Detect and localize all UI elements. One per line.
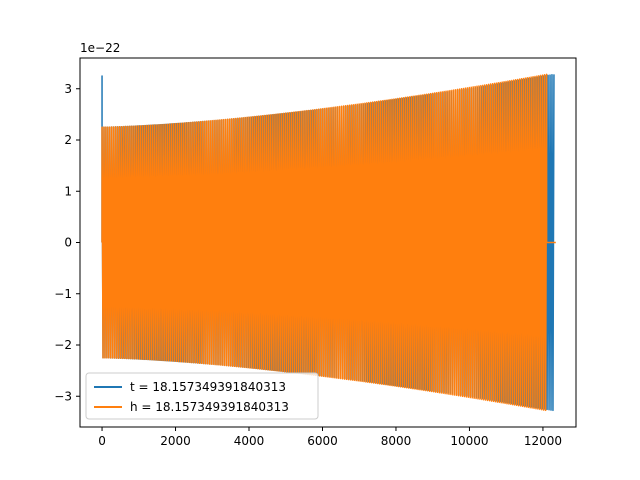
x-tick-label: 8000 [381,434,412,448]
y-tick-label: 3 [64,82,72,96]
y-axis: −3 −2 −1 0 1 2 3 [54,82,80,403]
y-tick-label: 0 [64,236,72,250]
y-tick-label: −3 [54,389,72,403]
y-tick-label: 2 [64,133,72,147]
x-tick-label: 4000 [234,434,265,448]
y-tick-label: 1 [64,184,72,198]
legend-label-0: t = 18.157349391840313 [130,380,286,394]
x-tick-label: 2000 [160,434,191,448]
y-tick-label: −1 [54,287,72,301]
y-tick-label: −2 [54,338,72,352]
y-offset-label: 1e−22 [80,41,120,55]
legend: t = 18.157349391840313 h = 18.15734939184… [85,372,319,420]
x-tick-label: 12000 [524,434,562,448]
x-tick-label: 0 [98,434,106,448]
x-tick-label: 10000 [450,434,488,448]
legend-label-1: h = 18.157349391840313 [130,400,289,414]
x-axis: 0 2000 4000 6000 8000 10000 12000 [98,427,562,448]
legend-box [85,372,319,420]
x-tick-label: 6000 [307,434,338,448]
series-line-1 [101,73,556,412]
plot-area [101,73,556,412]
